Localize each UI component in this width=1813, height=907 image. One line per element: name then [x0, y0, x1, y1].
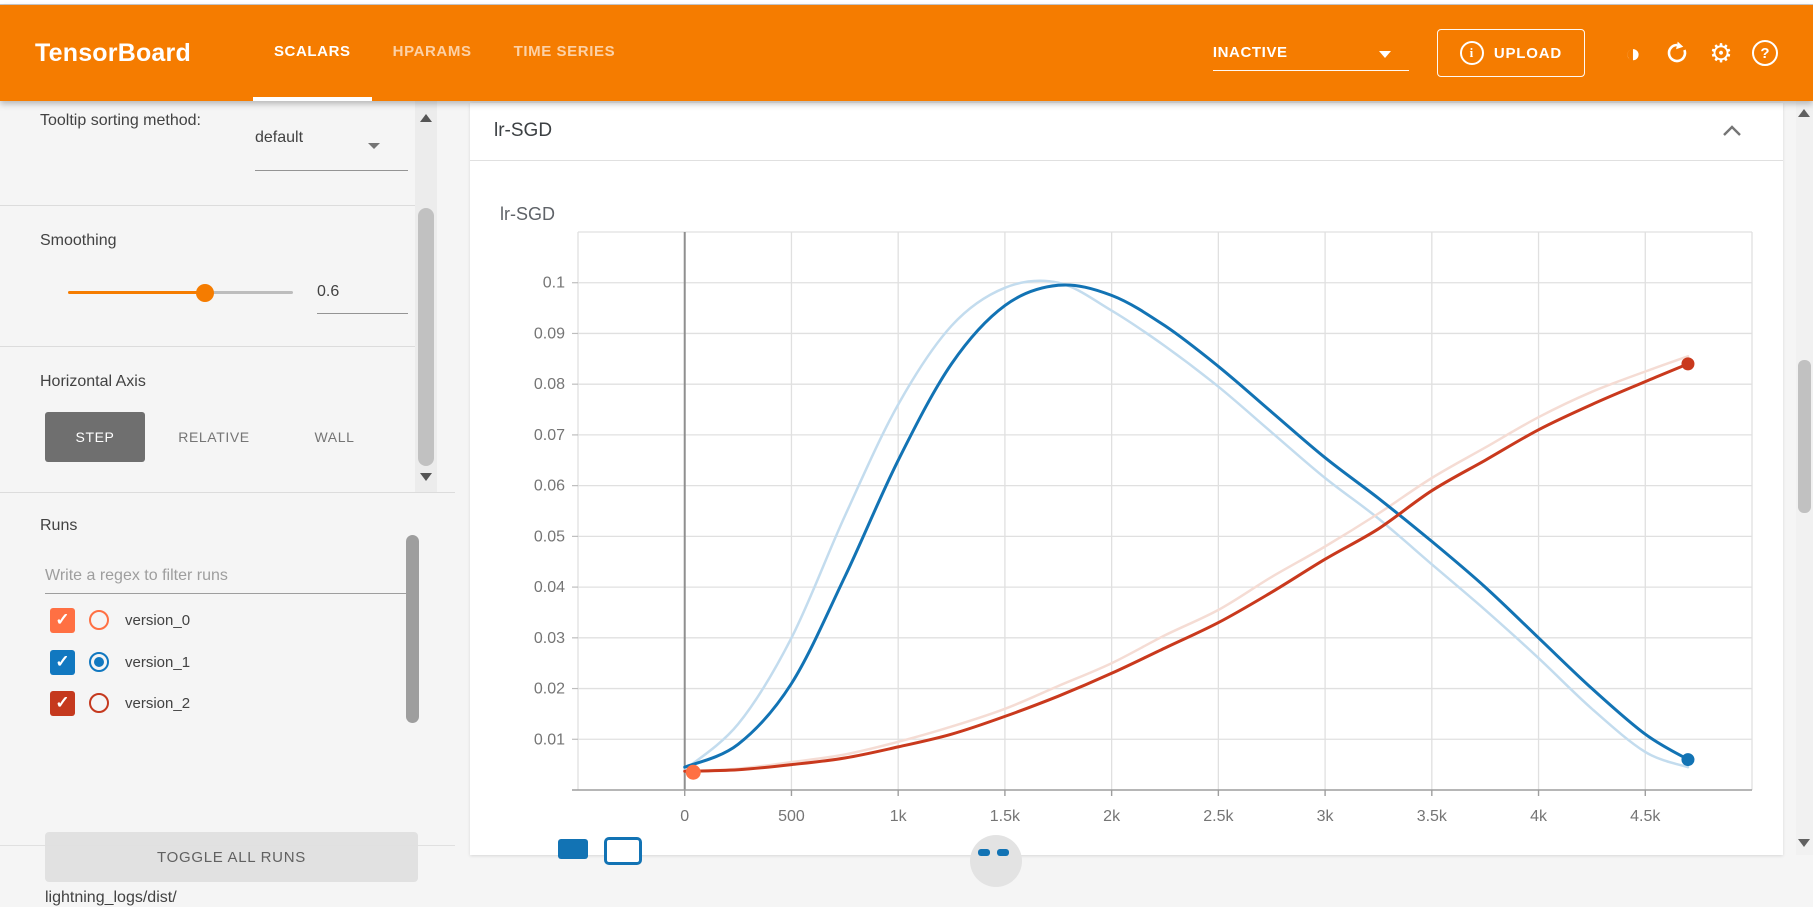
- scroll-up-icon[interactable]: [420, 114, 432, 122]
- smoothing-value-underline: [317, 313, 408, 314]
- tooltip-sorting-value: default: [255, 129, 304, 146]
- upload-button[interactable]: i UPLOAD: [1436, 29, 1585, 77]
- divider: [0, 492, 455, 493]
- toolbar-glyph: [997, 849, 1009, 856]
- card-title: lr-SGD: [494, 120, 553, 141]
- run-radio[interactable]: [89, 610, 109, 630]
- runs-filter-input[interactable]: Write a regex to filter runs: [45, 567, 228, 584]
- brightness-icon[interactable]: ◑: [1625, 37, 1641, 68]
- settings-gear-icon[interactable]: ⚙: [1709, 37, 1733, 68]
- axis-button-wall[interactable]: WALL: [314, 429, 355, 445]
- sidebar-scrollbar[interactable]: [415, 101, 437, 492]
- collapse-chevron-up-icon[interactable]: [1719, 119, 1745, 145]
- run-radio[interactable]: [89, 693, 109, 713]
- app-title: TensorBoard: [35, 38, 191, 67]
- run-row-version-2: ✓ version_2: [50, 690, 190, 716]
- toolbar-glyph: [978, 849, 990, 856]
- divider: [0, 845, 455, 846]
- scalar-card-lr-sgd: lr-SGD lr-SGD: [470, 103, 1783, 887]
- tab-scalars[interactable]: SCALARS: [252, 5, 372, 101]
- scroll-down-icon[interactable]: [420, 473, 432, 481]
- run-checkbox[interactable]: ✓: [50, 649, 75, 675]
- smoothing-slider-thumb[interactable]: [196, 284, 214, 302]
- data-source-select[interactable]: INACTIVE: [1212, 44, 1409, 71]
- scroll-up-icon[interactable]: [1798, 109, 1810, 117]
- refresh-glyph: [1667, 41, 1687, 63]
- smoothing-value[interactable]: 0.6: [317, 283, 340, 300]
- dropdown-underline: [255, 170, 408, 171]
- tab-time-series[interactable]: TIME SERIES: [513, 42, 616, 60]
- smoothing-slider-filled[interactable]: [68, 291, 205, 294]
- run-row-version-1: ✓ version_1: [50, 649, 190, 675]
- refresh-icon[interactable]: [1655, 31, 1699, 75]
- scroll-down-icon[interactable]: [1798, 839, 1810, 847]
- page-scrollbar[interactable]: [1796, 101, 1813, 855]
- page-scrollbar-thumb[interactable]: [1798, 360, 1811, 513]
- smoothing-slider-track[interactable]: [205, 291, 293, 294]
- card-header[interactable]: lr-SGD: [470, 103, 1783, 161]
- run-radio[interactable]: [89, 652, 109, 672]
- run-label: version_0: [125, 611, 191, 629]
- log-directory-path: lightning_logs/dist/: [45, 889, 177, 906]
- runs-list-scrollbar-thumb[interactable]: [406, 535, 419, 723]
- run-label: version_1: [125, 653, 191, 671]
- select-underline: [1212, 70, 1409, 71]
- chevron-down-icon: [368, 143, 380, 149]
- tab-hparams[interactable]: HPARAMS: [392, 42, 472, 60]
- chart-toolbar-run-menu-icon[interactable]: [970, 835, 1022, 887]
- data-source-value: INACTIVE: [1212, 44, 1288, 61]
- upload-button-label: UPLOAD: [1493, 44, 1562, 62]
- chart-title: lr-SGD: [500, 204, 555, 224]
- settings-sidebar: Tooltip sorting method: default Smoothin…: [0, 101, 455, 906]
- tooltip-sorting-dropdown[interactable]: default: [255, 129, 408, 171]
- sidebar-scrollbar-thumb[interactable]: [418, 208, 434, 466]
- help-icon[interactable]: ?: [1743, 31, 1787, 75]
- chart-toolbar-button-filled[interactable]: [558, 839, 588, 859]
- tooltip-sorting-label: Tooltip sorting method:: [40, 112, 201, 129]
- runs-heading: Runs: [40, 517, 78, 534]
- run-row-version-0: ✓ version_0: [50, 607, 190, 633]
- divider: [0, 205, 437, 206]
- horizontal-axis-label: Horizontal Axis: [40, 373, 146, 390]
- axis-button-step[interactable]: STEP: [45, 412, 145, 462]
- info-icon: i: [1459, 41, 1484, 65]
- run-checkbox[interactable]: ✓: [50, 607, 75, 633]
- run-label: version_2: [125, 694, 191, 712]
- run-checkbox[interactable]: ✓: [50, 690, 75, 716]
- app-header: TensorBoard SCALARS HPARAMS TIME SERIES …: [0, 5, 1813, 101]
- chart-toolbar-button-outline[interactable]: [604, 837, 642, 865]
- main-tabs: SCALARS HPARAMS TIME SERIES: [252, 5, 636, 101]
- chevron-down-icon: [1378, 51, 1391, 58]
- divider: [0, 346, 437, 347]
- axis-button-relative[interactable]: RELATIVE: [178, 429, 250, 445]
- runs-filter-underline: [45, 593, 408, 594]
- toggle-all-runs-button[interactable]: TOGGLE ALL RUNS: [45, 832, 418, 882]
- smoothing-label: Smoothing: [40, 232, 117, 249]
- page-top-strip: [0, 0, 1813, 5]
